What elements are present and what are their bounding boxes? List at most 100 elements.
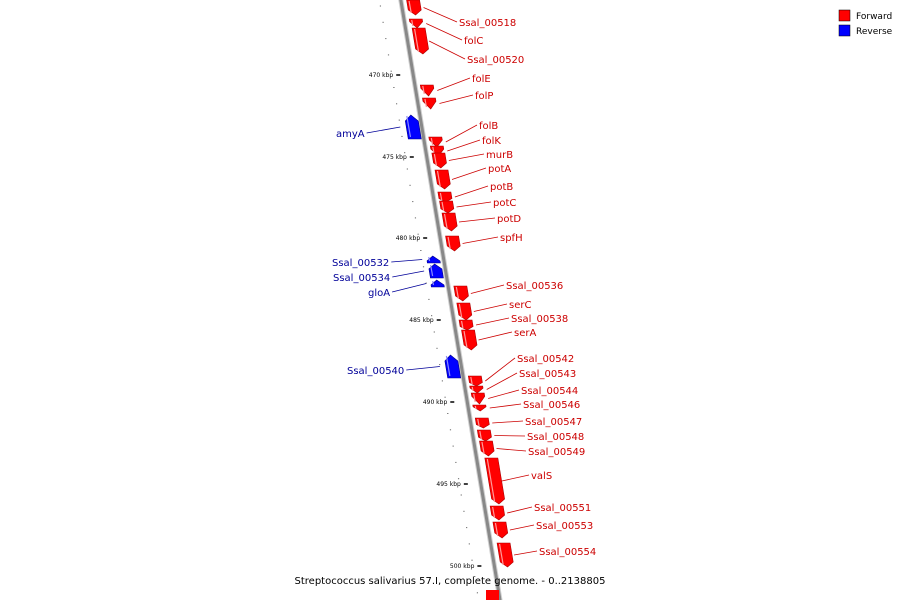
gene-highlight (441, 201, 445, 212)
gene-feature[interactable] (484, 457, 505, 505)
gene-highlight (408, 0, 412, 14)
gene-label[interactable]: potA (488, 164, 511, 175)
gene-highlight (443, 213, 448, 230)
gene-label-connector (439, 94, 474, 104)
map-caption: Streptococcus salivarius 57.I, complete … (294, 576, 606, 587)
gene-label[interactable]: gloA (368, 288, 390, 299)
gene-feature[interactable] (441, 212, 458, 232)
gene-feature[interactable] (408, 18, 423, 29)
gene-label[interactable]: potB (490, 182, 513, 193)
gene-label[interactable]: folC (464, 36, 483, 47)
gene-label-connector (392, 270, 425, 278)
gene-label[interactable]: Ssal_00548 (527, 432, 584, 443)
gene-highlight (422, 85, 425, 95)
gene-label[interactable]: potC (493, 198, 516, 209)
gene-highlight (447, 236, 451, 250)
gene-feature[interactable] (453, 285, 469, 302)
gene-label[interactable]: Ssal_00542 (517, 354, 574, 365)
gene-highlight (492, 506, 496, 519)
gene-label[interactable]: spfH (500, 233, 523, 244)
gene-label[interactable]: Ssal_00549 (528, 447, 585, 458)
gene-feature[interactable] (445, 235, 461, 252)
gene-label-connector (426, 23, 463, 41)
gene-label[interactable]: folE (472, 74, 491, 85)
gene-feature[interactable] (469, 385, 484, 394)
gene-label[interactable]: Ssal_00546 (523, 400, 580, 411)
gene-label[interactable]: folB (479, 121, 498, 132)
gene-highlight (458, 303, 463, 319)
gene-label-connector (496, 448, 527, 452)
gene-label-connector (451, 167, 487, 180)
gene-feature[interactable] (456, 302, 473, 321)
gene-label[interactable]: Ssal_00534 (333, 273, 390, 284)
gene-label-connector (486, 372, 518, 390)
gene-feature[interactable] (479, 440, 495, 457)
gene-label[interactable]: potD (497, 214, 521, 225)
gene-highlight (463, 330, 468, 349)
gene-label[interactable]: serC (509, 300, 531, 311)
gene-label[interactable]: Ssal_00532 (332, 258, 389, 269)
gene-label[interactable]: Ssal_00543 (519, 369, 576, 380)
gene-label[interactable]: Ssal_00536 (506, 281, 563, 292)
gene-highlight (477, 418, 480, 427)
gene-highlight (486, 458, 496, 503)
gene-label[interactable]: folP (475, 91, 493, 102)
gene-highlight (473, 393, 476, 403)
gene-label-connector (473, 303, 508, 312)
legend-reverse-swatch (838, 24, 851, 37)
gene-label[interactable]: Ssal_00538 (511, 314, 568, 325)
gene-label[interactable]: Ssal_00518 (459, 18, 516, 29)
gene-feature[interactable] (496, 542, 514, 568)
gene-highlight (406, 115, 412, 138)
gene-label[interactable]: Ssal_00520 (467, 55, 524, 66)
gene-label[interactable]: serA (514, 328, 536, 339)
gene-feature[interactable] (426, 255, 441, 264)
gene-label-connector (513, 550, 538, 556)
gene-feature[interactable] (434, 169, 451, 190)
gene-highlight (470, 376, 473, 385)
gene-feature[interactable] (431, 152, 447, 169)
scale-tick-label: 470 kbp (369, 72, 394, 79)
backbone-line (399, 0, 503, 604)
gene-label-connector (391, 259, 423, 263)
gene-label[interactable]: Ssal_00547 (525, 417, 582, 428)
gene-label[interactable]: Ssal_00540 (347, 366, 404, 377)
gene-feature[interactable] (406, 0, 422, 16)
gene-label[interactable]: valS (531, 471, 552, 482)
gene-label[interactable]: murB (486, 150, 513, 161)
gene-label-connector (454, 185, 489, 198)
gene-feature[interactable] (492, 521, 509, 539)
gene-label-connector (423, 7, 458, 23)
gene-feature[interactable] (411, 27, 429, 55)
gene-label-connector (428, 40, 466, 60)
gene-label[interactable]: Ssal_00544 (521, 386, 578, 397)
gene-label[interactable]: Ssal_00553 (536, 521, 593, 532)
gene-label[interactable]: Ssal_00554 (539, 547, 596, 558)
gene-feature[interactable] (430, 279, 445, 288)
gene-label-connector (437, 77, 471, 91)
gene-label-connector (458, 217, 496, 223)
gene-label-connector (489, 403, 522, 409)
gene-label[interactable]: Ssal_00551 (534, 503, 591, 514)
scale-tick-label: 490 kbp (423, 399, 448, 406)
gene-label[interactable]: amyA (336, 129, 365, 140)
gene-label[interactable]: folK (482, 136, 501, 147)
gene-label-connector (509, 524, 535, 531)
gene-highlight (430, 137, 434, 146)
gene-label-connector (391, 283, 427, 293)
gene-highlight (498, 543, 504, 566)
gene-highlight (471, 386, 474, 392)
gene-label-connector (494, 435, 526, 437)
gene-feature[interactable] (472, 404, 487, 412)
scale-tick-label: 495 kbp (436, 481, 461, 488)
gene-feature[interactable] (461, 329, 478, 351)
gene-highlight (424, 98, 428, 108)
legend-forward-label: Forward (856, 12, 892, 22)
gene-highlight (494, 522, 499, 537)
gene-highlight (414, 28, 420, 53)
legend-reverse-label: Reverse (856, 27, 893, 37)
gene-highlight (428, 256, 431, 262)
gene-highlight (474, 405, 477, 410)
